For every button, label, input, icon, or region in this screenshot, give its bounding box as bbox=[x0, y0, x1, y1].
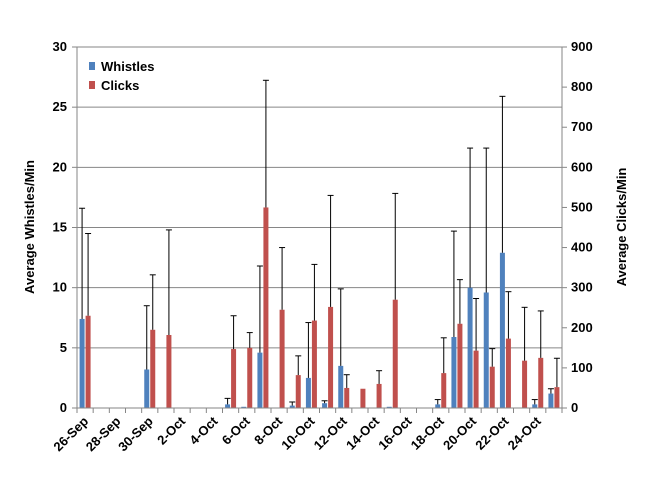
right-axis-ticks: 0 100 200 300 400 500 600 700 800 900 bbox=[562, 39, 593, 415]
bar-clicks bbox=[522, 360, 528, 408]
bar-clicks bbox=[279, 309, 285, 408]
legend-swatch-clicks bbox=[89, 81, 95, 89]
y2-axis-title: Average Clicks/Min bbox=[614, 168, 629, 287]
y-tick-label: 0 bbox=[60, 400, 67, 415]
bar-clicks bbox=[295, 375, 301, 408]
bars bbox=[79, 207, 560, 408]
y2-tick-label: 400 bbox=[571, 240, 593, 255]
x-tick-label: 20-Oct bbox=[440, 413, 480, 453]
x-tick-label: 2-Oct bbox=[154, 413, 189, 448]
y2-tick-label: 300 bbox=[571, 280, 593, 295]
bar-clicks bbox=[457, 323, 463, 408]
bar-whistles bbox=[144, 369, 150, 408]
x-tick-label: 12-Oct bbox=[311, 413, 351, 453]
y-tick-label: 20 bbox=[53, 159, 67, 174]
bar-clicks bbox=[505, 338, 511, 408]
bar-clicks bbox=[150, 329, 156, 408]
y-tick-label: 30 bbox=[53, 39, 67, 54]
bar-whistles bbox=[499, 252, 505, 408]
y2-tick-label: 500 bbox=[571, 199, 593, 214]
bar-whistles bbox=[225, 404, 231, 408]
bar-clicks bbox=[247, 347, 253, 408]
bar-whistles bbox=[451, 337, 457, 408]
legend-label-clicks: Clicks bbox=[101, 78, 139, 93]
legend-swatch-whistles bbox=[89, 62, 95, 70]
left-axis-ticks: 0 5 10 15 20 25 30 bbox=[53, 39, 77, 415]
x-tick-label: 16-Oct bbox=[375, 413, 415, 453]
bar-clicks bbox=[538, 357, 544, 408]
bar-whistles bbox=[338, 365, 344, 408]
bar-clicks bbox=[231, 349, 237, 408]
bar-clicks bbox=[441, 373, 447, 408]
x-tick-label: 22-Oct bbox=[472, 413, 512, 453]
bar-whistles bbox=[532, 404, 538, 408]
x-tick-label: 28-Sep bbox=[83, 413, 124, 454]
bar-whistles bbox=[483, 292, 489, 408]
y2-tick-label: 800 bbox=[571, 79, 593, 94]
y-tick-label: 10 bbox=[53, 280, 67, 295]
x-tick-label: 6-Oct bbox=[219, 413, 254, 448]
y-tick-label: 5 bbox=[60, 340, 67, 355]
y2-tick-label: 900 bbox=[571, 39, 593, 54]
bar-clicks bbox=[392, 299, 398, 408]
bar-whistles bbox=[548, 393, 554, 408]
bar-clicks bbox=[376, 383, 382, 408]
bar-clicks bbox=[344, 387, 350, 408]
bar-clicks bbox=[328, 306, 334, 408]
x-tick-label: 10-Oct bbox=[278, 413, 318, 453]
legend-label-whistles: Whistles bbox=[101, 59, 154, 74]
bar-clicks bbox=[166, 334, 172, 408]
error-bars bbox=[79, 79, 560, 406]
bar-whistles bbox=[322, 403, 328, 408]
y-tick-label: 15 bbox=[53, 220, 67, 235]
bar-clicks bbox=[489, 366, 495, 408]
x-tick-label: 18-Oct bbox=[408, 413, 448, 453]
bar-clicks bbox=[473, 350, 479, 408]
y2-tick-label: 100 bbox=[571, 360, 593, 375]
y-axis-title: Average Whistles/Min bbox=[22, 160, 37, 294]
bar-clicks bbox=[311, 320, 317, 408]
bar-whistles bbox=[386, 406, 392, 408]
legend: Whistles Clicks bbox=[89, 59, 154, 93]
y2-tick-label: 0 bbox=[571, 400, 578, 415]
bar-whistles bbox=[241, 406, 247, 408]
bar-clicks bbox=[554, 387, 560, 408]
y2-tick-label: 700 bbox=[571, 119, 593, 134]
x-tick-label: 4-Oct bbox=[186, 413, 221, 448]
bar-clicks bbox=[360, 388, 366, 408]
x-tick-label: 24-Oct bbox=[505, 413, 545, 453]
x-tick-label: 14-Oct bbox=[343, 413, 383, 453]
bar-whistles bbox=[435, 404, 441, 408]
x-tick-label: 30-Sep bbox=[115, 413, 156, 454]
bar-clicks bbox=[85, 315, 91, 408]
x-tick-label: 26-Sep bbox=[50, 413, 91, 454]
bar-whistles bbox=[305, 377, 311, 408]
y2-tick-label: 600 bbox=[571, 159, 593, 174]
bar-whistles bbox=[79, 318, 85, 408]
y2-tick-label: 200 bbox=[571, 320, 593, 335]
x-axis-ticks: 26-Sep28-Sep30-Sep2-Oct4-Oct6-Oct8-Oct10… bbox=[50, 408, 563, 454]
bar-clicks bbox=[263, 207, 269, 408]
y-tick-label: 25 bbox=[53, 99, 67, 114]
bar-whistles bbox=[257, 352, 263, 408]
bar-whistles bbox=[467, 287, 473, 408]
gridlines bbox=[77, 46, 562, 349]
bar-whistles bbox=[289, 405, 295, 408]
